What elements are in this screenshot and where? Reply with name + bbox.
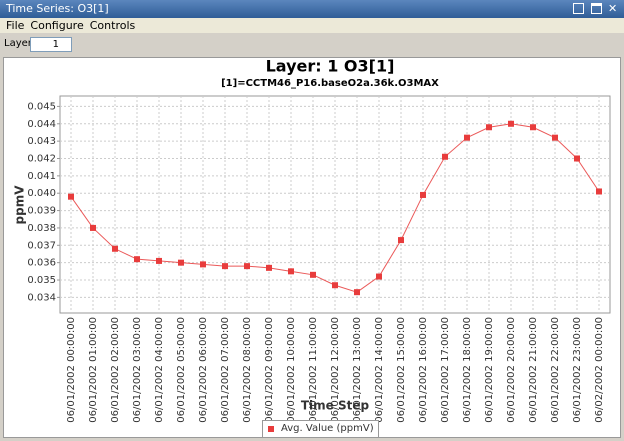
x-tick-label: 06/01/2002 02:00:00 [110, 317, 121, 423]
x-tick-label: 06/01/2002 16:00:00 [418, 317, 429, 423]
x-tick-label: 06/01/2002 23:00:00 [572, 317, 583, 423]
x-tick-label: 06/01/2002 18:00:00 [462, 317, 473, 423]
y-tick-label: 0.035 [27, 275, 56, 286]
x-tick-label: 06/01/2002 10:00:00 [286, 317, 297, 423]
title-bar: Time Series: O3[1] ✕ [0, 0, 624, 18]
point-marker [244, 263, 250, 270]
chart-title: Layer: 1 O3[1] [266, 57, 395, 76]
x-tick-label: 06/01/2002 06:00:00 [198, 317, 209, 423]
maximize-button[interactable] [591, 3, 602, 14]
x-tick-label: 06/01/2002 08:00:00 [242, 317, 253, 423]
x-tick-label: 06/01/2002 21:00:00 [528, 317, 539, 423]
point-marker [442, 153, 448, 160]
y-tick-label: 0.042 [27, 153, 56, 164]
x-tick-label: 06/01/2002 01:00:00 [88, 317, 99, 423]
window-title: Time Series: O3[1] [6, 2, 109, 15]
y-axis-label: ppmV [13, 185, 27, 225]
close-button[interactable]: ✕ [608, 2, 618, 15]
x-tick-label: 06/01/2002 09:00:00 [264, 317, 275, 423]
chart-subtitle: [1]=CCTM46_P16.baseO2a.36k.O3MAX [221, 78, 439, 89]
x-tick-label: 06/01/2002 13:00:00 [352, 317, 363, 423]
y-tick-label: 0.037 [27, 240, 56, 251]
y-tick-label: 0.039 [27, 206, 56, 217]
legend-marker [268, 426, 274, 432]
menu-bar: File Configure Controls [0, 18, 624, 33]
y-tick-label: 0.041 [27, 171, 56, 182]
x-tick-label: 06/01/2002 04:00:00 [154, 317, 165, 423]
y-tick-label: 0.038 [27, 223, 56, 234]
legend: Avg. Value (ppmV) [262, 420, 379, 438]
point-marker [332, 282, 338, 289]
legend-label: Avg. Value (ppmV) [281, 423, 374, 434]
y-tick-label: 0.045 [27, 101, 56, 112]
x-tick-label: 06/01/2002 14:00:00 [374, 317, 385, 423]
layer-label: Layer: [4, 38, 36, 49]
point-marker [596, 188, 602, 195]
x-tick-label: 06/01/2002 03:00:00 [132, 317, 143, 423]
layer-spinner[interactable]: 1 [30, 37, 72, 52]
y-tick-label: 0.044 [27, 119, 56, 130]
point-marker [68, 193, 74, 200]
x-tick-label: 06/01/2002 17:00:00 [440, 317, 451, 423]
point-marker [552, 134, 558, 141]
x-tick-label: 06/01/2002 11:00:00 [308, 317, 319, 423]
point-marker [266, 264, 272, 271]
menu-item[interactable]: File [6, 19, 25, 32]
point-marker [222, 263, 228, 270]
point-marker [420, 191, 426, 198]
x-tick-label: 06/01/2002 20:00:00 [506, 317, 517, 423]
point-marker [398, 237, 404, 244]
point-marker [574, 155, 580, 162]
x-tick-label: 06/01/2002 00:00:00 [66, 317, 77, 423]
point-marker [178, 259, 184, 266]
undock-button[interactable] [573, 3, 584, 14]
point-marker [288, 268, 294, 275]
point-marker [464, 134, 470, 141]
y-tick-label: 0.040 [27, 188, 56, 199]
x-tick-label: 06/01/2002 15:00:00 [396, 317, 407, 423]
y-tick-label: 0.036 [27, 258, 56, 269]
y-tick-label: 0.034 [27, 292, 56, 303]
point-marker [112, 245, 118, 252]
point-marker [200, 261, 206, 268]
y-tick-label: 0.043 [27, 136, 56, 147]
point-marker [156, 257, 162, 264]
x-tick-label: 06/01/2002 22:00:00 [550, 317, 561, 423]
point-marker [508, 120, 514, 127]
point-marker [530, 124, 536, 131]
x-tick-label: 06/01/2002 12:00:00 [330, 317, 341, 423]
x-axis-label: Time Step [301, 399, 370, 413]
point-marker [90, 224, 96, 231]
point-marker [310, 271, 316, 278]
x-tick-label: 06/01/2002 05:00:00 [176, 317, 187, 423]
x-tick-label: 06/02/2002 00:00:00 [594, 317, 605, 423]
menu-item[interactable]: Controls [89, 19, 136, 32]
point-marker [376, 273, 382, 280]
point-marker [354, 289, 360, 296]
x-tick-label: 06/01/2002 07:00:00 [220, 317, 231, 423]
x-tick-label: 06/01/2002 19:00:00 [484, 317, 495, 423]
point-marker [486, 124, 492, 131]
menu-item[interactable]: Configure [30, 19, 84, 32]
point-marker [134, 256, 140, 263]
